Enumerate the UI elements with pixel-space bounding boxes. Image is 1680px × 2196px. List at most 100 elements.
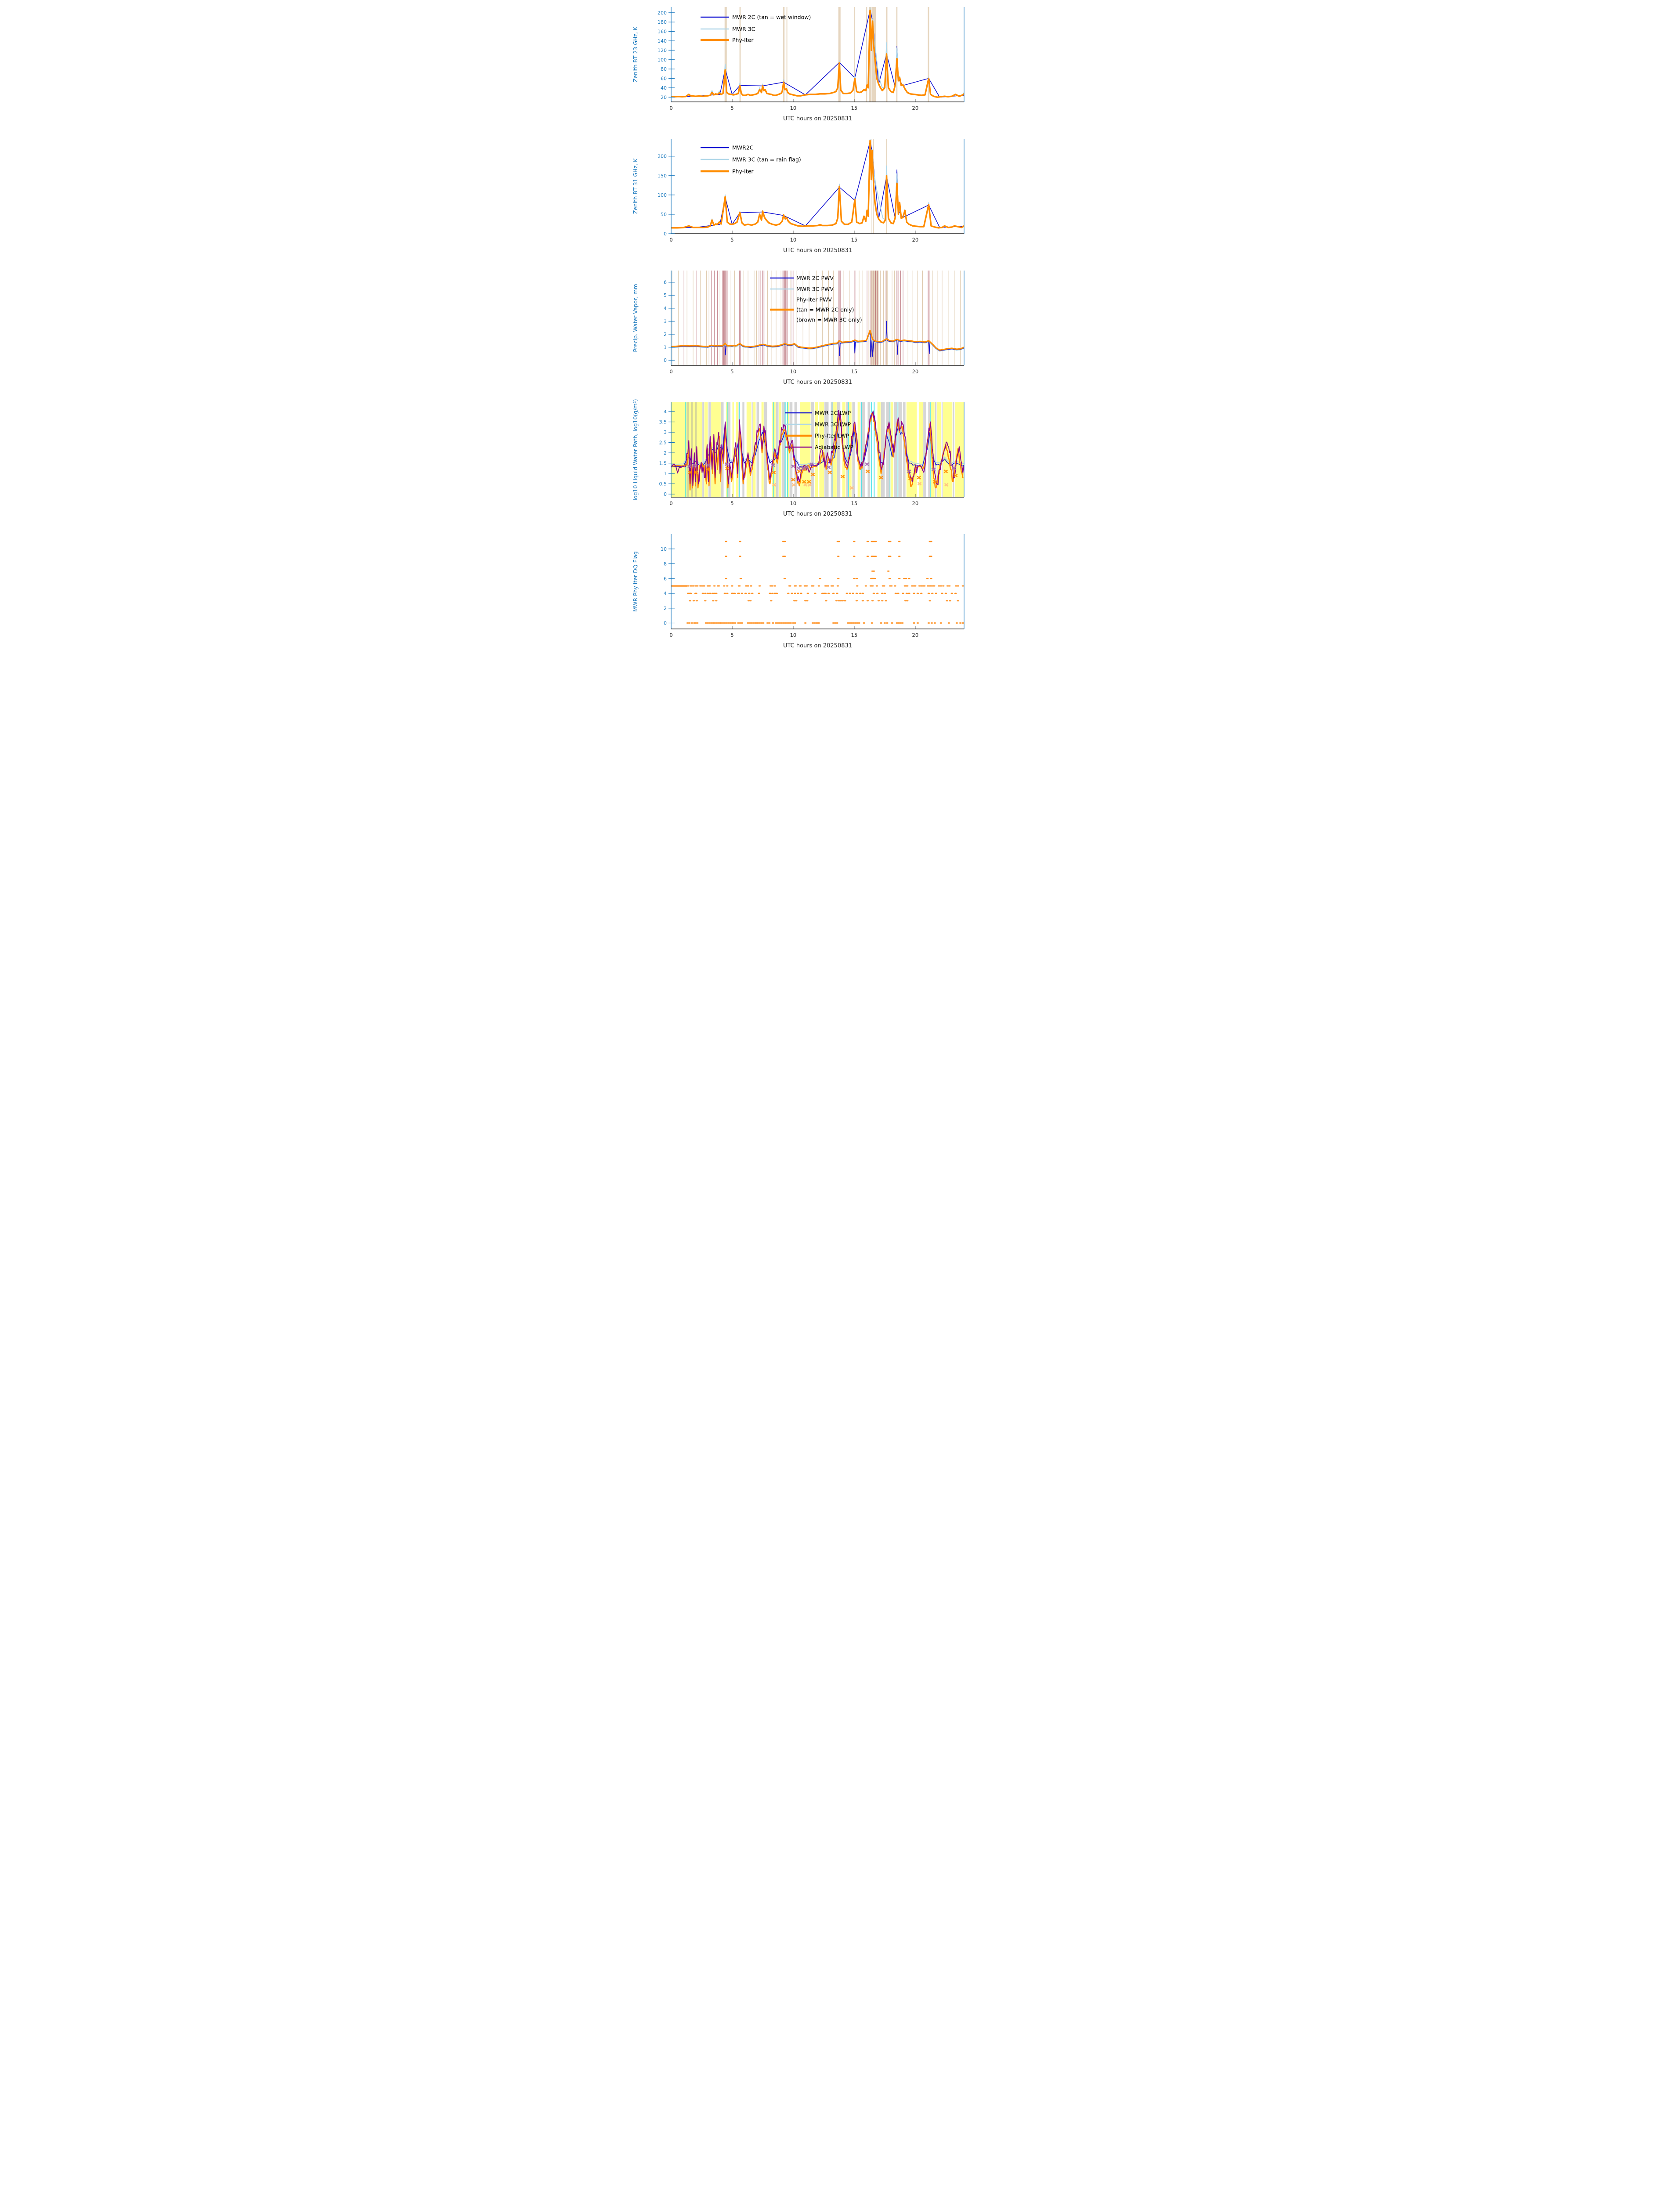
dq-flag-dot (861, 600, 864, 602)
dq-flag-dot (954, 592, 957, 594)
y-tick-label: 100 (658, 57, 667, 63)
x-tick-label: 20 (912, 500, 918, 506)
dq-flag-dot (901, 592, 904, 594)
dq-flag-dot (950, 592, 953, 594)
dq-flag-dot (688, 622, 690, 624)
dq-flag-dot (838, 541, 840, 542)
dq-flag-dot (733, 622, 737, 624)
x-tick-label: 5 (730, 237, 733, 243)
dq-flag-dot (856, 585, 858, 587)
dq-flag-dot (773, 592, 776, 594)
dq-flag-dot (948, 600, 951, 602)
dq-flag-dot (716, 622, 719, 624)
x-tick-label: 5 (730, 368, 733, 375)
dq-flag-dot (711, 592, 714, 594)
y-tick-label: 1 (664, 471, 667, 477)
dq-flag-dot (739, 578, 742, 579)
plot-area-lwp (671, 402, 964, 497)
panel-dq-flag: 0 2 4 6 8 10 0 5 10 15 20 MWR Phy Iter DQ Flag UTC h… (630, 527, 1050, 659)
flag-x-marker (807, 483, 812, 487)
dq-flag-dot (748, 622, 751, 624)
dq-flag-dot (749, 600, 751, 602)
legend-label: MWR 3C (tan = rain flag) (732, 156, 801, 163)
dq-flag-dot (929, 578, 932, 579)
x-tick-label: 15 (851, 632, 857, 638)
dq-flag-dot (771, 592, 773, 594)
chart-pwv: 0 1 2 3 4 5 6 0 5 10 15 20 Precip. Water Vapor, mm UT… (632, 271, 965, 386)
dq-flag-dot (874, 541, 877, 542)
x-tick-label: 15 (851, 237, 857, 243)
dq-flag-dot (875, 585, 878, 587)
dq-flag-dot (717, 585, 720, 587)
dq-flag-dot (770, 600, 772, 602)
dq-flag-dot (746, 622, 749, 624)
dq-flag-dot (806, 600, 808, 602)
flag-x-marker (796, 466, 801, 470)
dq-flag-dot (783, 578, 786, 579)
dq-flag-dot (771, 585, 773, 587)
dq-flag-dot (785, 622, 788, 624)
flag-x-marker (931, 467, 936, 471)
legend-label: (brown = MWR 3C only) (796, 317, 862, 323)
x-axis-label: UTC hours on 20250831 (783, 247, 852, 254)
flag-x-marker (916, 476, 921, 480)
dq-flag-dot (738, 585, 741, 587)
x-tick-label: 10 (790, 105, 796, 111)
dq-flag-dot (871, 585, 874, 587)
dq-flag-dot (794, 585, 797, 587)
dq-flag-dot (871, 600, 874, 602)
yellow-band (842, 402, 845, 497)
chart-dq: 0 2 4 6 8 10 0 5 10 15 20 MWR Phy Iter DQ Flag UTC h… (632, 534, 965, 649)
mwr-retrieval-figure: 20 40 60 80 100 120 140 160 180 200 0 5 10 15 20 Zenith… (630, 0, 1050, 659)
dq-flag-dot (696, 585, 698, 587)
dq-flag-dot (835, 622, 838, 624)
dq-flag-dot (834, 622, 836, 624)
y-axis-label-lwp: log10 Liquid Water Path, log10(g/m²) (632, 399, 639, 501)
cyan-band (861, 402, 862, 497)
dq-flag-dot (725, 622, 728, 624)
dq-flag-dot (855, 578, 858, 579)
y-tick-label: 6 (664, 280, 667, 285)
dq-flag-dot (738, 556, 741, 557)
dq-flag-dot (760, 622, 762, 624)
y-axis-label-bt23: Zenith BT 23 GHz, K (632, 26, 639, 82)
dq-flag-dot (874, 578, 876, 579)
y-tick-label: 140 (658, 38, 667, 44)
dq-flag-dot (723, 592, 726, 594)
dq-flag-dot (947, 622, 950, 624)
yellow-band (704, 402, 708, 497)
flag-x-marker (806, 480, 811, 484)
gray-band (702, 402, 704, 497)
x-tick-label: 10 (790, 632, 796, 638)
dq-flag-dot (894, 592, 897, 594)
y-tick-label: 120 (658, 47, 667, 53)
dq-flag-dot (715, 592, 717, 594)
dq-flag-dot (876, 592, 878, 594)
flag-x-marker (802, 480, 806, 484)
dq-flag-dot (796, 592, 799, 594)
dq-flag-dot (699, 585, 702, 587)
cyan-band (897, 402, 898, 497)
dq-flag-dot (775, 592, 778, 594)
dq-flag-dot (791, 622, 795, 624)
dq-flag-dot (715, 600, 717, 602)
x-tick-label: 20 (912, 237, 918, 243)
dq-flag-dot (782, 622, 784, 624)
flag-x-marker (687, 470, 692, 474)
flag-x-marker (908, 477, 913, 480)
x-tick-label: 5 (730, 500, 733, 506)
x-tick-label: 15 (851, 368, 857, 375)
dq-flag-dot (787, 592, 789, 594)
panel-liquid-water-path: 0 0.5 1 1.5 2 2.5 3 3.5 4 0 5 10 15 20 log10 Liquid Wa… (630, 395, 1050, 527)
dq-flag-dot (741, 592, 743, 594)
dq-flag-dot (837, 578, 839, 579)
legend-label: Adiabatic LWP (815, 444, 853, 451)
dq-flag-dot (737, 592, 740, 594)
y-tick-label: 4 (664, 306, 667, 311)
dq-flag-dot (793, 600, 795, 602)
y-tick-label: 0 (664, 358, 667, 363)
dq-flag-dot (713, 622, 715, 624)
flag-x-marker (849, 486, 854, 490)
legend-label: Phy-Iter PWV (796, 296, 832, 303)
yellow-band (746, 402, 751, 497)
